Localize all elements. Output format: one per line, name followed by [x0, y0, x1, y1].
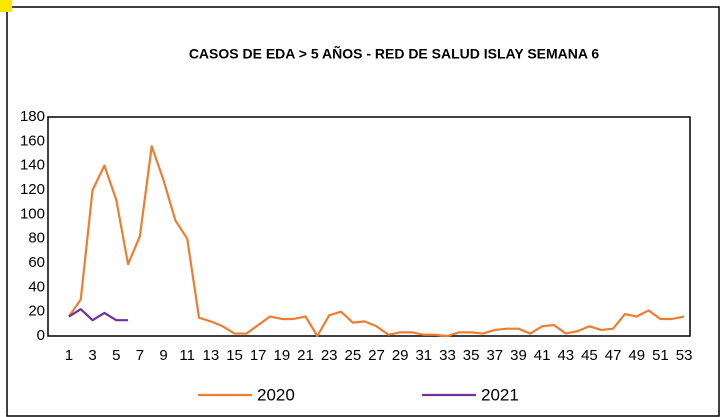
plot-area: [47, 116, 691, 337]
x-tick-label: 33: [439, 347, 456, 364]
x-tick-label: 19: [274, 347, 291, 364]
legend-label: 2020: [257, 385, 295, 404]
legend-label: 2021: [481, 385, 519, 404]
x-tick-label: 21: [297, 347, 314, 364]
x-tick-label: 27: [368, 347, 385, 364]
x-tick-label: 15: [226, 347, 243, 364]
chart-frame: [6, 6, 720, 417]
y-tick-label: 60: [28, 254, 45, 271]
y-tick-label: 140: [20, 157, 45, 174]
x-tick-label: 45: [581, 347, 598, 364]
x-tick-label: 31: [415, 347, 432, 364]
x-tick-label: 35: [463, 347, 480, 364]
x-tick-label: 51: [652, 347, 669, 364]
x-tick-label: 53: [676, 347, 693, 364]
x-tick-label: 17: [250, 347, 267, 364]
y-tick-label: 180: [20, 108, 45, 125]
chart-title: CASOS DE EDA > 5 AÑOS - RED DE SALUD ISL…: [189, 45, 600, 62]
y-tick-label: 160: [20, 132, 45, 149]
y-tick-label: 20: [28, 303, 45, 320]
x-tick-label: 7: [136, 347, 144, 364]
x-tick-label: 37: [486, 347, 503, 364]
y-tick-label: 80: [28, 230, 45, 247]
x-tick-label: 1: [65, 347, 73, 364]
x-tick-label: 29: [392, 347, 409, 364]
x-tick-label: 5: [112, 347, 120, 364]
y-tick-label: 0: [37, 327, 45, 344]
x-tick-label: 43: [557, 347, 574, 364]
y-tick-label: 120: [20, 181, 45, 198]
y-tick-label: 40: [28, 278, 45, 295]
x-tick-label: 11: [179, 347, 195, 364]
x-tick-label: 39: [510, 347, 527, 364]
x-tick-label: 3: [88, 347, 96, 364]
x-tick-label: 47: [605, 347, 622, 364]
x-tick-label: 25: [344, 347, 361, 364]
x-tick-label: 13: [203, 347, 220, 364]
x-tick-label: 49: [628, 347, 645, 364]
x-tick-label: 23: [321, 347, 338, 364]
series-line: [68, 308, 129, 322]
x-tick-label: 41: [534, 347, 551, 364]
corner-marker: [0, 0, 12, 12]
series-line: [68, 145, 685, 338]
y-tick-label: 100: [20, 205, 45, 222]
x-tick-label: 9: [159, 347, 167, 364]
